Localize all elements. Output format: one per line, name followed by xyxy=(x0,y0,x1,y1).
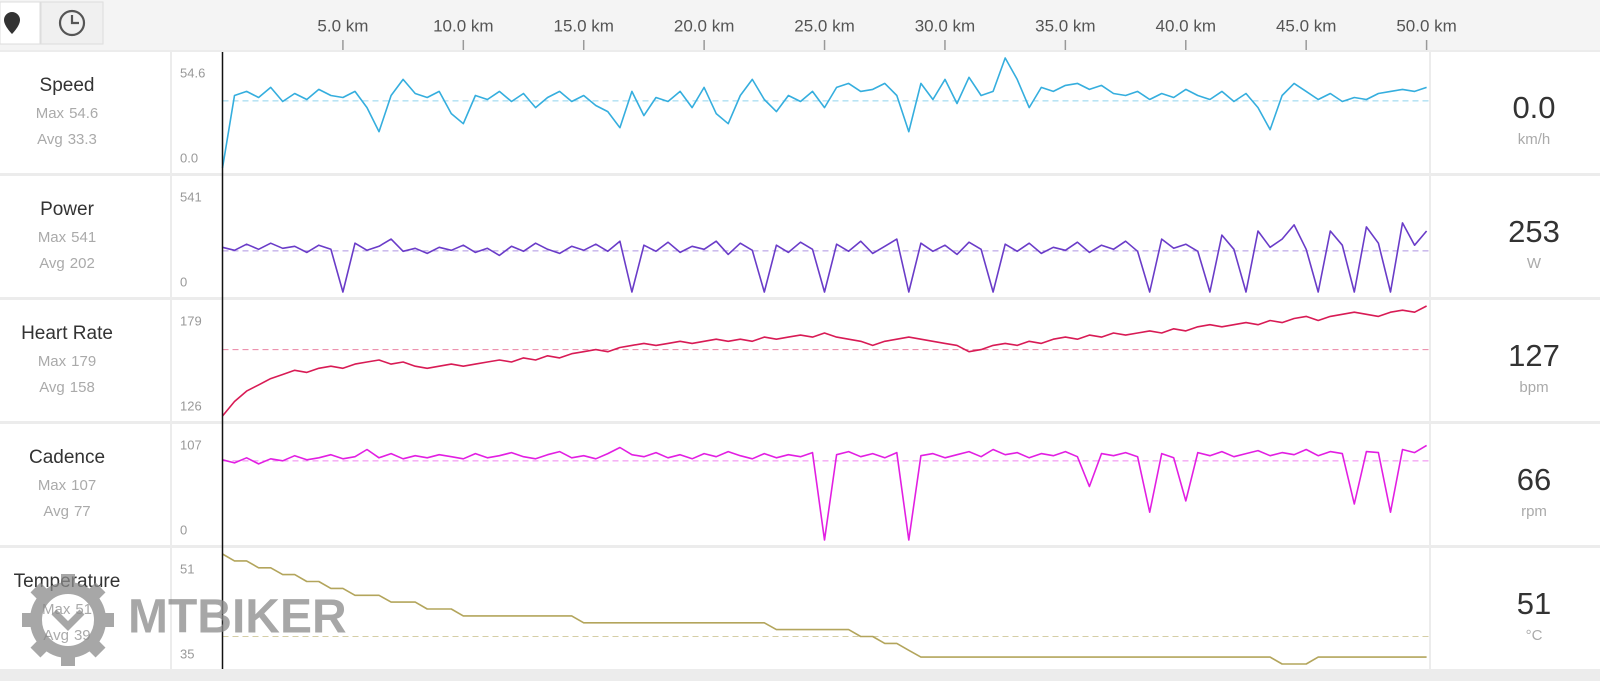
stat: Max 54.6 xyxy=(36,105,99,122)
stat: Avg 202 xyxy=(39,255,95,272)
stat-label: Avg xyxy=(39,379,65,396)
label-cell xyxy=(0,176,170,297)
series-line xyxy=(221,57,1427,169)
stat-value: 158 xyxy=(70,379,95,396)
top-bar xyxy=(0,0,1600,50)
plot-cell xyxy=(172,176,1429,297)
stat-label: Max xyxy=(38,477,67,494)
current-value: 51 xyxy=(1517,586,1551,621)
panel-title: Power xyxy=(40,199,95,220)
unit: W xyxy=(1527,255,1542,272)
stat-label: Max xyxy=(38,353,67,370)
stat-value: 179 xyxy=(71,353,96,370)
x-tick-label: 35.0 km xyxy=(1035,16,1095,35)
y-tick-label: 0 xyxy=(180,522,187,537)
stat-value: 77 xyxy=(74,503,91,520)
label-cell xyxy=(0,424,170,545)
y-tick-label: 541 xyxy=(180,189,202,204)
series-line xyxy=(221,305,1427,417)
series-line xyxy=(222,222,1428,293)
stat-label: Avg xyxy=(39,255,65,272)
panel-title: Cadence xyxy=(29,447,105,468)
y-tick-label: 51 xyxy=(180,561,194,576)
plot-cell xyxy=(172,548,1429,669)
x-tick-label: 45.0 km xyxy=(1276,16,1336,35)
stat-label: Max xyxy=(42,601,71,618)
x-tick-label: 5.0 km xyxy=(317,16,368,35)
x-tick-label: 15.0 km xyxy=(553,16,613,35)
y-tick-label: 54.6 xyxy=(180,65,205,80)
x-tick-label: 20.0 km xyxy=(674,16,734,35)
value-cell xyxy=(1431,300,1600,421)
value-cell xyxy=(1431,176,1600,297)
stat-value: 33.3 xyxy=(68,131,97,148)
plot-cell xyxy=(172,424,1429,545)
x-tick-label: 10.0 km xyxy=(433,16,493,35)
unit: km/h xyxy=(1518,131,1551,148)
current-value: 127 xyxy=(1508,338,1560,373)
x-tick-label: 30.0 km xyxy=(915,16,975,35)
current-value: 253 xyxy=(1508,214,1560,249)
plot-cell xyxy=(172,300,1429,421)
stat-label: Max xyxy=(38,229,67,246)
label-cell xyxy=(0,52,170,173)
unit: °C xyxy=(1526,627,1543,644)
y-tick-label: 179 xyxy=(180,313,202,328)
stat-value: 202 xyxy=(70,255,95,272)
panel-title: Speed xyxy=(40,75,95,96)
y-tick-label: 107 xyxy=(180,437,202,452)
y-tick-label: 35 xyxy=(180,646,194,661)
current-value: 0.0 xyxy=(1512,90,1555,125)
stat: Avg 33.3 xyxy=(37,131,97,148)
stat: Avg 158 xyxy=(39,379,95,396)
y-tick-label: 0.0 xyxy=(180,150,198,165)
series-line xyxy=(222,444,1428,541)
map-button[interactable] xyxy=(0,1,41,45)
stat-label: Avg xyxy=(43,503,69,520)
label-cell xyxy=(0,300,170,421)
y-tick-label: 0 xyxy=(180,274,187,289)
x-tick-label: 40.0 km xyxy=(1156,16,1216,35)
y-tick-label: 126 xyxy=(180,398,202,413)
stat-label: Avg xyxy=(37,131,63,148)
stat: Max 107 xyxy=(38,477,96,494)
stat: Max 51 xyxy=(42,601,92,618)
stat-value: 107 xyxy=(71,477,96,494)
plot-cell xyxy=(172,52,1429,173)
current-value: 66 xyxy=(1517,462,1551,497)
value-cell xyxy=(1431,52,1600,173)
time-button[interactable] xyxy=(40,1,104,45)
stat: Max 179 xyxy=(38,353,96,370)
watermark: MTBIKER xyxy=(22,574,347,666)
unit: bpm xyxy=(1519,379,1548,396)
x-tick-label: 50.0 km xyxy=(1396,16,1456,35)
value-cell xyxy=(1431,548,1600,669)
stat-value: 54.6 xyxy=(69,105,98,122)
series-line xyxy=(222,553,1427,665)
value-cell xyxy=(1431,424,1600,545)
unit: rpm xyxy=(1521,503,1547,520)
stat-value: 541 xyxy=(71,229,96,246)
watermark-text: MTBIKER xyxy=(128,591,347,644)
x-tick-label: 25.0 km xyxy=(794,16,854,35)
stat: Max 541 xyxy=(38,229,96,246)
stat-label: Max xyxy=(36,105,65,122)
panel-title: Heart Rate xyxy=(21,323,113,344)
stat: Avg 77 xyxy=(43,503,90,520)
